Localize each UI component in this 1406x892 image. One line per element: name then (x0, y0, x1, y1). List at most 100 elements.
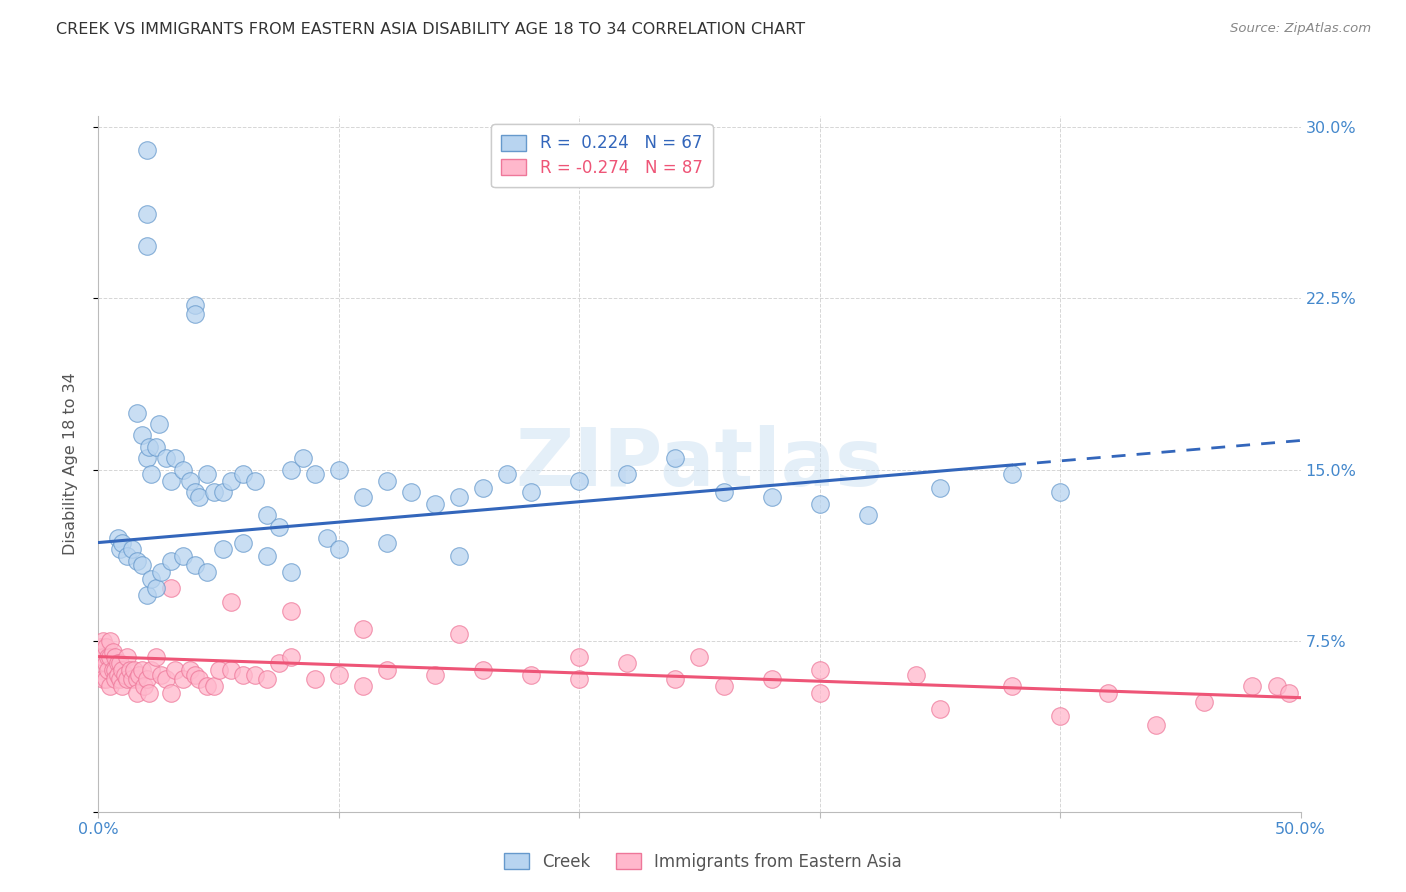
Point (101, 663, 124, 677)
Point (117, 649, 139, 664)
Legend: Creek, Immigrants from Eastern Asia: Creek, Immigrants from Eastern Asia (496, 845, 910, 880)
Point (568, 474, 591, 488)
Point (128, 668, 150, 682)
Point (1265, 679, 1288, 693)
Point (183, 298, 205, 312)
Point (447, 627, 470, 641)
Point (664, 451, 686, 466)
Point (761, 673, 783, 687)
Point (188, 673, 211, 687)
Text: CREEK VS IMMIGRANTS FROM EASTERN ASIA DISABILITY AGE 18 TO 34 CORRELATION CHART: CREEK VS IMMIGRANTS FROM EASTERN ASIA DI… (56, 22, 806, 37)
Point (183, 307, 205, 321)
Point (808, 663, 831, 677)
Point (94, 640, 117, 655)
Point (761, 490, 783, 504)
Point (304, 467, 326, 482)
Point (159, 554, 181, 568)
Point (165, 451, 187, 466)
Point (212, 485, 235, 500)
Point (280, 462, 302, 476)
Point (328, 462, 350, 476)
Point (124, 663, 146, 677)
Point (91, 673, 114, 687)
Point (138, 686, 160, 700)
Point (496, 467, 519, 482)
Point (155, 673, 177, 687)
Point (256, 673, 278, 687)
Text: Source: ZipAtlas.com: Source: ZipAtlas.com (1230, 22, 1371, 36)
Point (145, 440, 167, 454)
Point (808, 497, 831, 511)
Point (423, 497, 446, 511)
Point (172, 673, 194, 687)
Point (1097, 686, 1119, 700)
Point (100, 649, 122, 664)
Point (447, 549, 470, 564)
Point (131, 558, 153, 573)
Point (111, 663, 134, 677)
Point (117, 673, 139, 687)
Point (188, 490, 211, 504)
Point (280, 565, 302, 579)
Point (1001, 467, 1024, 482)
Point (145, 581, 167, 595)
Point (111, 679, 134, 693)
Point (219, 595, 242, 609)
Point (108, 673, 131, 687)
Point (856, 508, 879, 523)
Point (138, 440, 160, 454)
Point (179, 663, 201, 677)
Point (117, 549, 139, 564)
Point (195, 565, 218, 579)
Point (135, 673, 157, 687)
Point (232, 467, 254, 482)
Point (183, 668, 205, 682)
Point (141, 663, 163, 677)
Point (159, 686, 181, 700)
Point (148, 417, 170, 431)
Point (280, 604, 302, 618)
Point (125, 686, 148, 700)
Point (104, 649, 127, 664)
Point (179, 474, 201, 488)
Point (304, 673, 326, 687)
Point (100, 679, 122, 693)
Point (165, 663, 187, 677)
Point (141, 467, 163, 482)
Point (1001, 679, 1024, 693)
Point (111, 535, 134, 549)
Point (291, 451, 314, 466)
Point (616, 657, 638, 671)
Point (808, 686, 831, 700)
Point (94, 657, 117, 671)
Point (94, 673, 117, 687)
Point (172, 462, 194, 476)
Point (97, 663, 120, 677)
Point (202, 679, 225, 693)
Point (135, 207, 157, 221)
Point (159, 581, 181, 595)
Point (689, 649, 711, 664)
Point (280, 649, 302, 664)
Point (256, 508, 278, 523)
Point (172, 549, 194, 564)
Point (713, 679, 735, 693)
Point (232, 535, 254, 549)
Point (243, 668, 266, 682)
Point (1194, 695, 1216, 709)
Point (328, 542, 350, 557)
Point (131, 428, 153, 442)
Point (90, 663, 112, 677)
Point (159, 474, 181, 488)
Point (208, 663, 231, 677)
Point (91, 633, 114, 648)
Point (928, 481, 950, 495)
Point (183, 558, 205, 573)
Point (267, 657, 290, 671)
Point (97, 649, 120, 664)
Point (315, 531, 337, 545)
Point (256, 549, 278, 564)
Point (135, 239, 157, 253)
Point (125, 673, 148, 687)
Point (520, 668, 543, 682)
